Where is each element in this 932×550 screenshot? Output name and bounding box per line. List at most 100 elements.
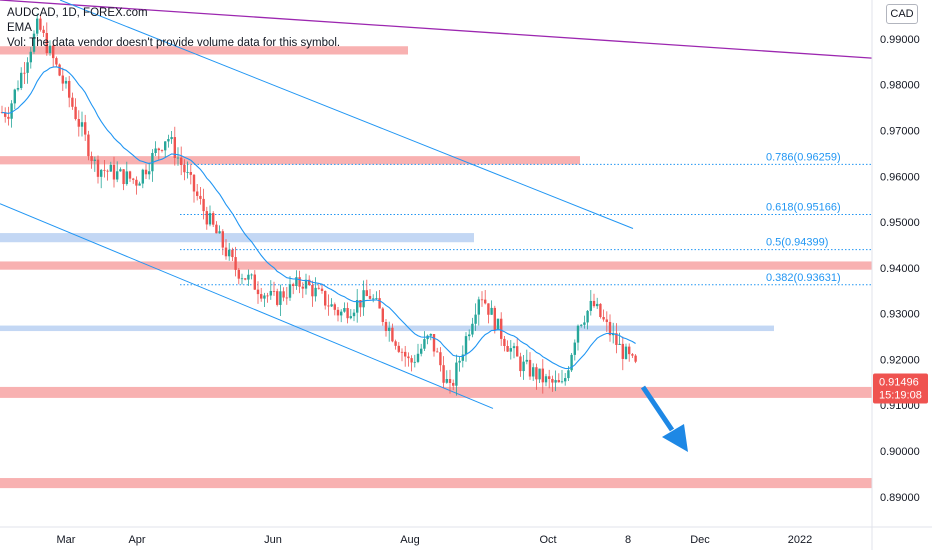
down-arrow	[640, 385, 688, 452]
candle-body	[231, 249, 234, 258]
candle-body	[135, 179, 138, 186]
candle-body	[148, 171, 151, 175]
candle	[330, 298, 333, 308]
candle	[560, 370, 564, 384]
candle-body	[109, 164, 112, 172]
candle-body	[416, 353, 420, 362]
candle	[343, 302, 346, 313]
candle-body	[164, 141, 167, 151]
y-tick-label: 0.98000	[880, 80, 920, 92]
candle	[388, 321, 391, 342]
candle-body	[535, 367, 538, 380]
candle-body	[276, 291, 279, 305]
candle-body	[20, 72, 23, 89]
candle-body	[119, 169, 122, 172]
y-tick-label: 0.89000	[880, 492, 920, 504]
candle-body	[77, 119, 80, 127]
candle	[29, 46, 32, 69]
candle	[615, 323, 618, 354]
volume-note: Vol: The data vendor doesn't provide vol…	[7, 37, 341, 49]
fib-level-label: 0.618(0.95166)	[766, 201, 841, 213]
candle	[458, 356, 461, 372]
candle-body	[269, 290, 272, 296]
candle	[269, 280, 272, 300]
candle	[125, 161, 128, 186]
price-tag	[873, 373, 928, 404]
candle-body	[272, 290, 276, 292]
candle-body	[381, 308, 384, 322]
candle	[624, 343, 628, 360]
candle-body	[4, 112, 7, 117]
candle	[61, 67, 64, 91]
candle	[410, 355, 413, 372]
candle	[93, 156, 96, 172]
candle	[228, 242, 231, 261]
symbol-title[interactable]: AUDCAD, 1D, FOREX.com	[7, 7, 148, 19]
indicator-label[interactable]: EMA	[7, 22, 32, 34]
candle-body	[519, 356, 522, 372]
x-tick-label: Aug	[400, 534, 420, 546]
candle-body	[557, 380, 560, 383]
x-tick-label: Dec	[690, 534, 710, 546]
currency-button[interactable]: CAD	[886, 4, 918, 24]
candle-body	[570, 354, 573, 371]
candle-body	[605, 319, 608, 322]
candle-body	[247, 274, 250, 280]
candle-body	[388, 327, 391, 331]
candle	[500, 312, 503, 346]
candle	[532, 363, 535, 381]
candle-body	[84, 122, 87, 135]
candle-body	[199, 195, 202, 199]
candle	[436, 347, 439, 353]
candle-body	[586, 310, 589, 323]
candle-body	[205, 211, 208, 225]
candle-body	[298, 277, 301, 287]
candle	[285, 287, 288, 305]
zone-resistance	[0, 156, 580, 165]
candle	[570, 352, 573, 372]
candle-body	[263, 295, 266, 299]
candle	[480, 291, 484, 307]
chart-header: AUDCAD, 1D, FOREX.com EMA Vol: The data …	[7, 6, 340, 51]
candle-body	[141, 169, 144, 184]
candle	[87, 130, 90, 161]
candle	[628, 343, 631, 362]
candle	[477, 296, 480, 326]
candle	[42, 25, 45, 38]
candle-body	[13, 89, 16, 104]
candle-body	[548, 376, 551, 379]
candle	[138, 181, 141, 186]
candle	[13, 88, 16, 110]
candle	[295, 270, 298, 290]
candle	[496, 318, 500, 331]
candle-body	[48, 45, 52, 54]
candle	[420, 343, 423, 357]
y-tick-label: 0.94000	[880, 263, 920, 275]
candle-body	[490, 307, 493, 315]
candle-body	[599, 303, 602, 318]
candle-body	[96, 159, 100, 177]
candle-body	[429, 334, 432, 336]
candle	[468, 329, 471, 341]
candle-body	[260, 294, 263, 299]
candle	[384, 319, 388, 337]
candle	[167, 134, 170, 148]
candle-body	[618, 343, 621, 345]
candle-body	[61, 75, 64, 84]
candle-body	[503, 338, 506, 347]
candle	[180, 146, 183, 176]
y-tick-label: 0.97000	[880, 126, 920, 138]
candle-body	[244, 278, 247, 280]
candle-body	[68, 80, 71, 98]
candle	[589, 290, 592, 316]
candle-body	[154, 148, 157, 153]
candle-body	[516, 346, 519, 357]
candle	[378, 290, 381, 309]
candle-body	[628, 346, 631, 355]
candle-body	[138, 183, 141, 186]
candle-body	[144, 169, 148, 175]
candle-body	[455, 362, 458, 386]
candle-body	[196, 191, 199, 196]
candle-body	[170, 137, 173, 140]
